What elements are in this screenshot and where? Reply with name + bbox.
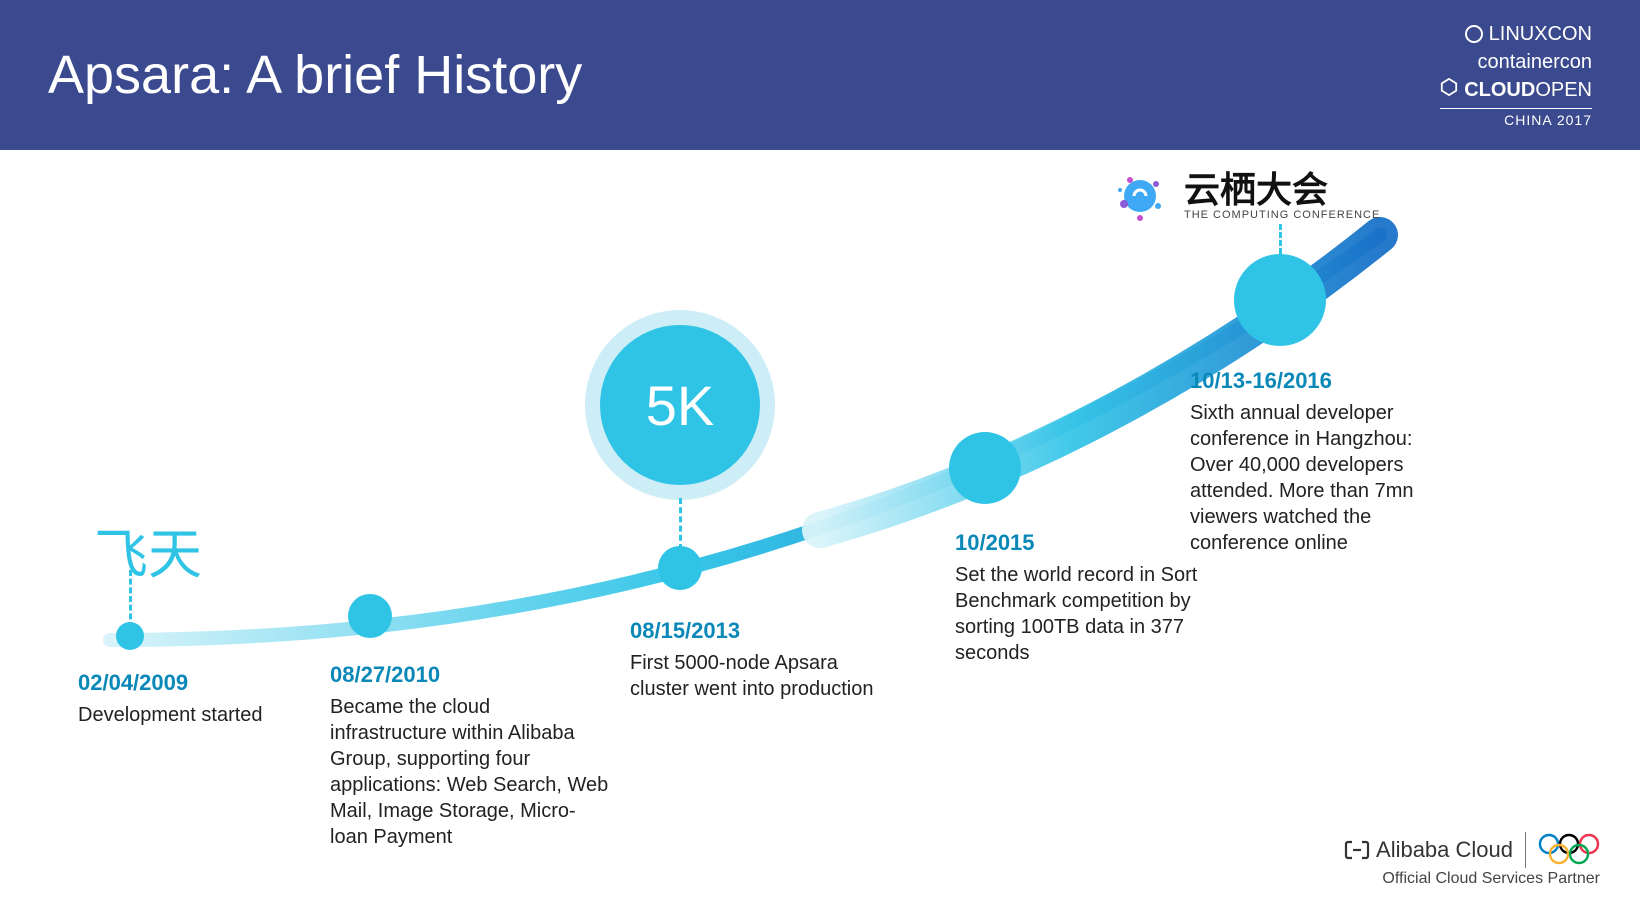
timeline-node-n2013 <box>658 546 702 590</box>
badge-containercon-text: containercon <box>1477 48 1592 76</box>
milestone-m2013: 08/15/2013 First 5000-node Apsara cluster… <box>630 618 890 702</box>
footer-branding: Alibaba Cloud Official Cloud Services Pa… <box>1344 832 1600 888</box>
badge-linuxcon: LINUXCON <box>1440 20 1592 48</box>
slide-title: Apsara: A brief History <box>48 44 582 106</box>
milestone-date: 08/15/2013 <box>630 618 890 644</box>
milestone-desc: Became the cloud infrastructure within A… <box>330 694 610 850</box>
timeline-node-n2010 <box>348 594 392 638</box>
milestone-m2016: 10/13-16/2016 Sixth annual developer conf… <box>1190 368 1460 556</box>
event-badges: LINUXCON containercon CLOUDOPEN CHINA 20… <box>1440 20 1592 131</box>
timeline-node-n2016 <box>1234 254 1326 346</box>
hexagon-icon <box>1440 76 1458 104</box>
conference-name-cn: 云栖大会 <box>1184 171 1380 209</box>
connector-line <box>129 570 132 628</box>
milestone-desc: First 5000-node Apsara cluster went into… <box>630 650 890 702</box>
milestone-5k-circle: 5K <box>600 325 760 485</box>
badge-china: CHINA 2017 <box>1440 111 1592 131</box>
conference-text: 云栖大会 THE COMPUTING CONFERENCE <box>1184 171 1380 221</box>
footer-tagline: Official Cloud Services Partner <box>1344 870 1600 888</box>
alibaba-cloud-text: Alibaba Cloud <box>1376 837 1513 863</box>
milestone-desc: Set the world record in Sort Benchmark c… <box>955 562 1235 666</box>
milestone-desc: Sixth annual developer conference in Han… <box>1190 400 1460 556</box>
timeline-node-n2015 <box>949 432 1021 504</box>
timeline-node-n2009 <box>116 622 144 650</box>
person-icon <box>1465 25 1483 43</box>
badge-divider <box>1440 108 1592 109</box>
slide-header: Apsara: A brief History LINUXCON contain… <box>0 0 1640 150</box>
milestone-date: 10/13-16/2016 <box>1190 368 1460 394</box>
badge-linuxcon-text: LINUXCON <box>1489 20 1592 48</box>
olympic-rings-icon <box>1538 833 1600 867</box>
badge-cloudopen-text: CLOUDOPEN <box>1464 76 1592 104</box>
alibaba-cloud-logo: Alibaba Cloud <box>1344 837 1513 863</box>
milestone-m2009: 02/04/2009 Development started <box>78 670 328 728</box>
milestone-date: 08/27/2010 <box>330 662 610 688</box>
milestone-date: 02/04/2009 <box>78 670 328 696</box>
feitian-label: 飞天 <box>94 510 202 589</box>
connector-line <box>679 498 682 550</box>
conference-name-en: THE COMPUTING CONFERENCE <box>1184 209 1380 221</box>
computing-conference-logo: 云栖大会 THE COMPUTING CONFERENCE <box>1110 166 1380 226</box>
milestone-desc: Development started <box>78 702 328 728</box>
milestone-5k-label: 5K <box>646 373 715 438</box>
badge-containercon: containercon <box>1440 48 1592 76</box>
badge-cloudopen: CLOUDOPEN <box>1440 76 1592 104</box>
milestone-m2010: 08/27/2010 Became the cloud infrastructur… <box>330 662 610 850</box>
timeline-area: 5K 飞天 云栖大会 THE COMPUTING CONFERENCE 02/0… <box>0 150 1640 906</box>
conference-icon <box>1110 166 1170 226</box>
alibaba-bracket-icon <box>1344 840 1370 860</box>
footer-divider <box>1525 832 1526 868</box>
